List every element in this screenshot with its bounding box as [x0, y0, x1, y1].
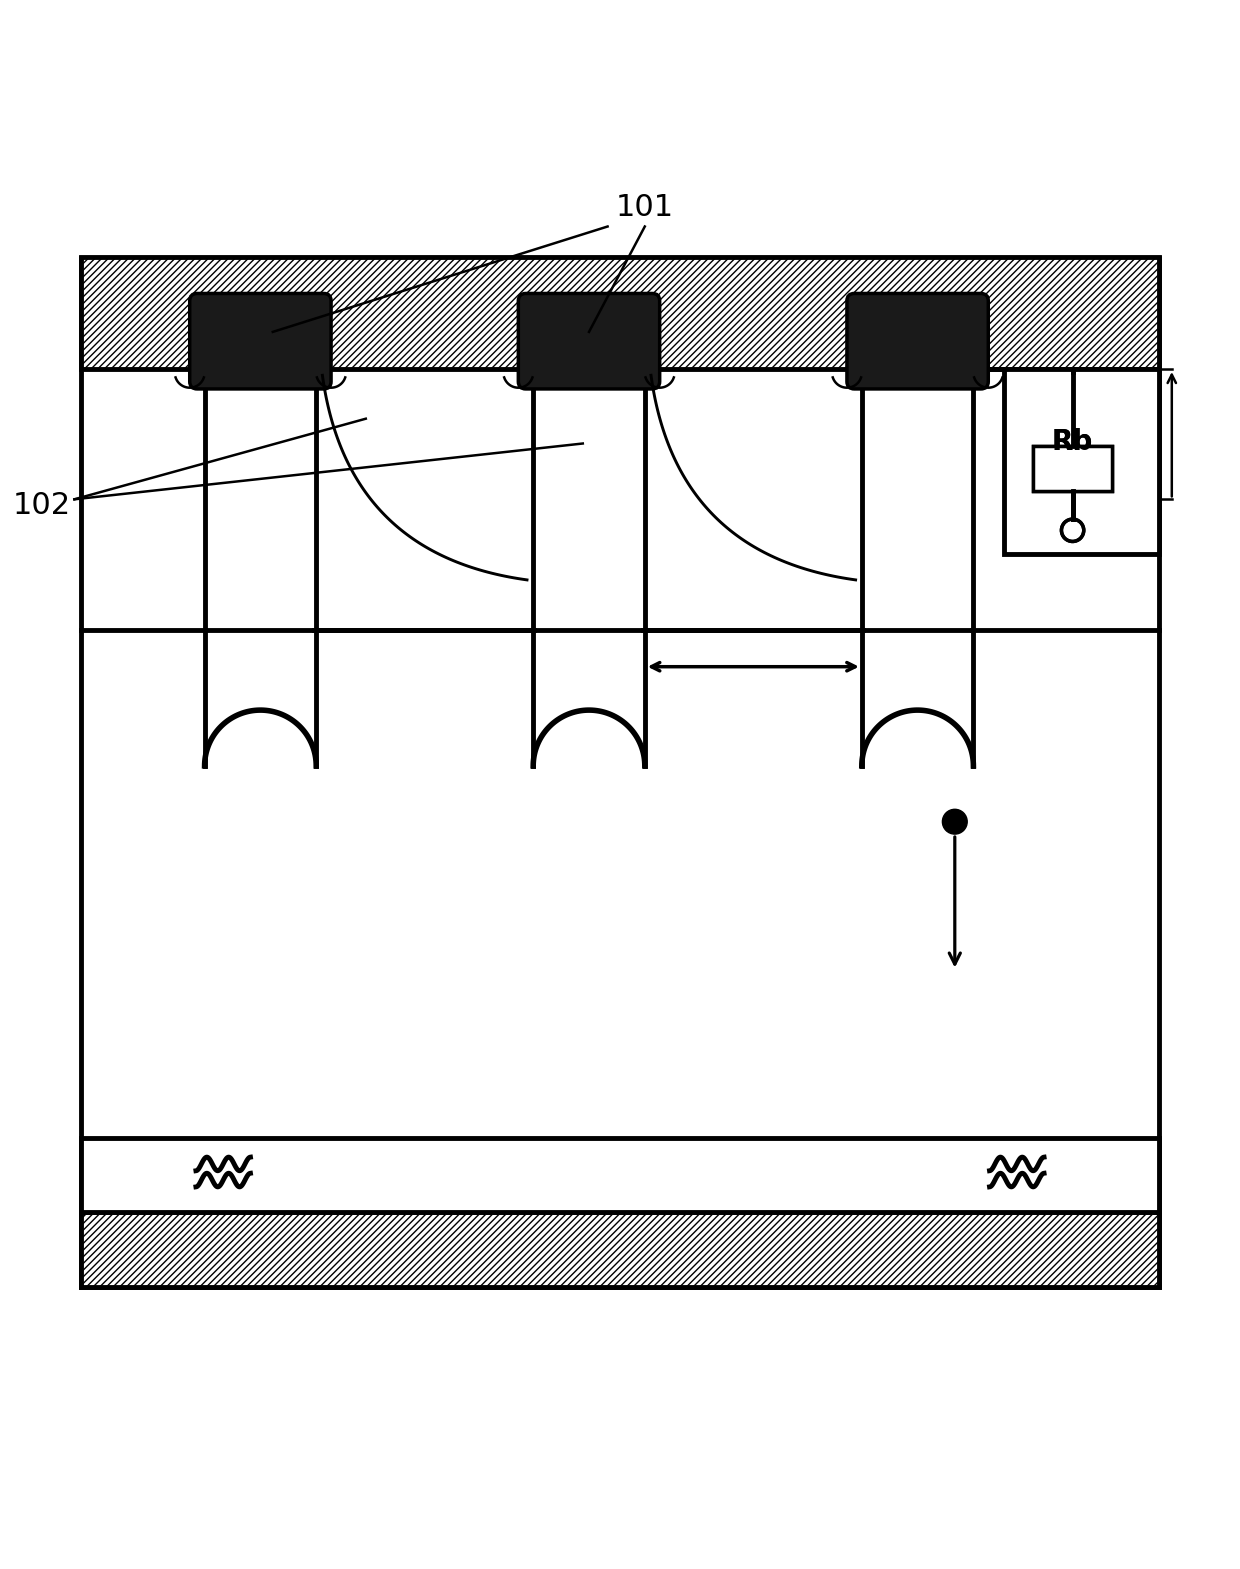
Bar	[537, 369, 641, 766]
Bar	[1033, 446, 1112, 491]
Text: 101: 101	[616, 193, 673, 223]
Bar	[81, 1213, 1159, 1287]
FancyBboxPatch shape	[518, 293, 660, 389]
Bar	[1004, 369, 1159, 554]
Bar	[866, 369, 970, 766]
Text: 102: 102	[12, 491, 71, 519]
Bar	[81, 257, 1159, 369]
Bar	[208, 369, 312, 766]
Text: Rb: Rb	[1052, 428, 1094, 457]
FancyBboxPatch shape	[847, 293, 988, 389]
FancyBboxPatch shape	[190, 293, 331, 389]
Text: Rb: Rb	[1052, 428, 1094, 457]
Bar	[81, 257, 1159, 1287]
Bar	[1033, 446, 1112, 491]
Circle shape	[942, 810, 967, 835]
Bar	[81, 1138, 1159, 1213]
